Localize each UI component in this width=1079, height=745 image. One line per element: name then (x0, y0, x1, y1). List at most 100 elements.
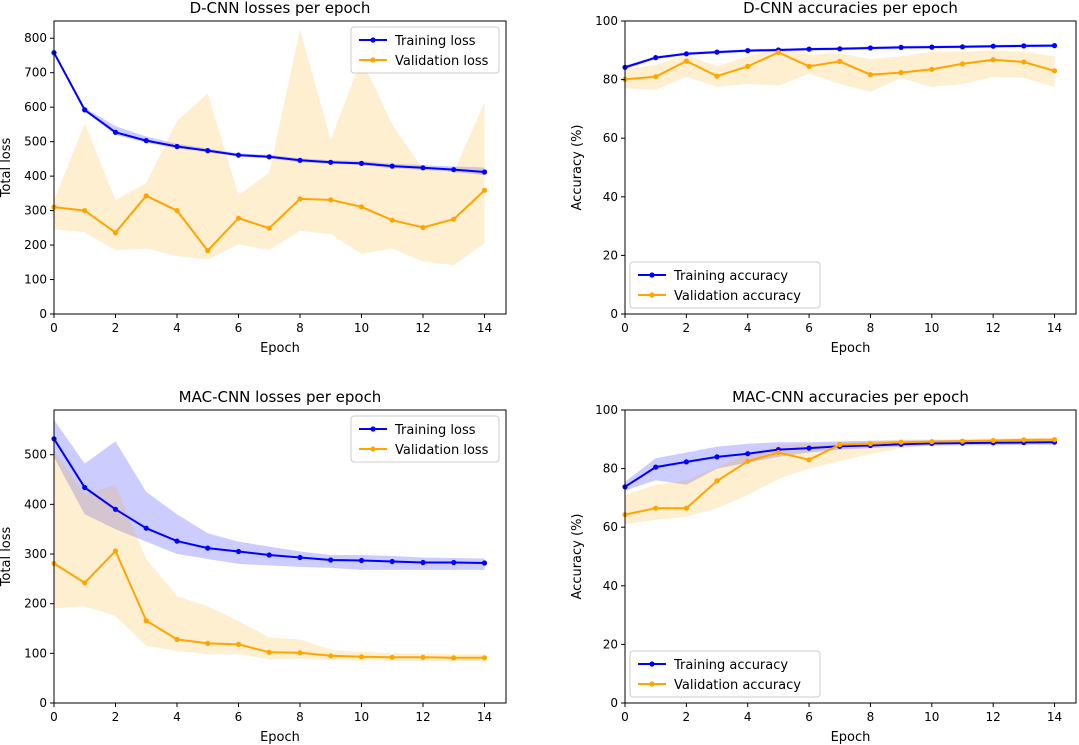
y-tick-label: 500 (24, 135, 47, 149)
y-tick-label: 200 (24, 238, 47, 252)
legend-marker-training (370, 426, 376, 432)
y-tick-label: 800 (24, 31, 47, 45)
data-point-validation (653, 74, 659, 80)
y-tick-label: 20 (603, 248, 618, 262)
data-point-training (714, 454, 720, 460)
y-tick-label: 100 (24, 646, 47, 660)
x-tick-label: 10 (924, 710, 939, 724)
x-tick-label: 2 (683, 710, 691, 724)
data-point-validation (714, 73, 720, 79)
data-point-validation (867, 441, 874, 447)
data-point-validation (481, 655, 488, 661)
y-tick-label: 300 (24, 204, 47, 218)
legend-box (629, 261, 821, 309)
data-point-validation (358, 654, 365, 660)
y-axis-label: Accuracy (%) (570, 125, 585, 211)
data-point-validation (929, 66, 935, 72)
data-point-training (451, 559, 457, 566)
y-tick-label: 400 (24, 497, 47, 511)
y-tick-label: 80 (603, 73, 618, 87)
data-point-validation (420, 654, 426, 660)
x-tick-label: 6 (805, 321, 813, 335)
y-tick-label: 100 (595, 14, 618, 28)
data-point-training (806, 445, 812, 451)
data-point-validation (143, 193, 149, 199)
confidence-band-training (54, 419, 485, 570)
data-point-validation (990, 437, 996, 444)
data-point-validation (959, 61, 966, 67)
data-point-validation (112, 230, 119, 236)
x-tick-label: 4 (173, 710, 181, 724)
data-point-training (745, 451, 751, 457)
y-tick-label: 400 (24, 169, 47, 183)
y-axis-label: Accuracy (%) (570, 514, 585, 600)
data-point-validation (420, 224, 426, 231)
legend-marker-training (370, 37, 376, 43)
x-tick-label: 0 (621, 710, 629, 724)
data-point-validation (235, 641, 242, 648)
data-point-training (297, 157, 303, 163)
legend-box (629, 650, 821, 698)
data-point-validation (806, 457, 812, 463)
data-point-validation (328, 197, 334, 203)
legend-marker-training (649, 272, 655, 278)
y-tick-label: 40 (603, 579, 618, 593)
data-point-training (82, 107, 88, 113)
legend: Training accuracy Validation accuracy (629, 261, 821, 309)
data-point-training (959, 44, 966, 50)
legend-label-training: Training loss (394, 423, 476, 438)
x-tick-label: 10 (354, 710, 369, 724)
data-point-validation (929, 439, 935, 445)
data-point-validation (174, 636, 180, 643)
confidence-band-validation (625, 437, 1055, 525)
x-tick-label: 2 (683, 321, 691, 335)
y-tick-label: 40 (603, 190, 618, 204)
data-point-training (929, 44, 935, 50)
x-tick-label: 8 (867, 710, 875, 724)
x-tick-label: 8 (296, 321, 304, 335)
data-point-validation (389, 654, 395, 660)
x-axis-label: Epoch (260, 730, 300, 745)
data-point-validation (837, 442, 843, 448)
data-point-training (112, 129, 119, 135)
y-tick-label: 60 (603, 131, 618, 145)
data-point-training (143, 525, 149, 531)
plot-frame (53, 409, 507, 704)
data-point-validation (683, 58, 690, 64)
x-tick-label: 12 (415, 321, 430, 335)
data-point-training (174, 538, 180, 544)
x-axis-label: Epoch (831, 341, 871, 356)
y-tick-label: 0 (39, 696, 47, 710)
legend-box (350, 26, 500, 74)
x-tick-label: 2 (112, 321, 120, 335)
plot-frame (624, 409, 1077, 704)
data-point-training (297, 554, 303, 561)
data-point-validation (266, 225, 272, 231)
x-tick-label: 6 (805, 710, 813, 724)
data-point-training (837, 46, 843, 52)
data-point-training (683, 459, 690, 465)
data-point-training (112, 506, 119, 512)
x-tick-label: 12 (986, 321, 1001, 335)
x-tick-label: 14 (1047, 710, 1062, 724)
data-point-training (82, 484, 88, 491)
y-tick-label: 20 (603, 637, 618, 651)
legend-label-validation: Validation accuracy (674, 289, 801, 304)
data-point-training (235, 548, 242, 555)
data-point-training (143, 138, 149, 144)
data-point-validation (1051, 437, 1058, 443)
data-point-validation (451, 216, 457, 222)
data-point-training (867, 45, 874, 51)
chart-title: MAC-CNN accuracies per epoch (732, 388, 969, 406)
data-point-validation (112, 548, 119, 554)
chart-panel-1: 0 2 4 6 8 10 12 14 0 100 200 300 400 500 600 700 800 D-CN… (0, 0, 507, 356)
y-tick-label: 500 (24, 448, 47, 462)
x-tick-label: 8 (867, 321, 875, 335)
data-point-training (420, 165, 426, 171)
confidence-band-validation (54, 29, 485, 266)
y-tick-label: 60 (603, 520, 618, 534)
data-point-training (358, 557, 365, 564)
data-point-validation (775, 449, 782, 456)
